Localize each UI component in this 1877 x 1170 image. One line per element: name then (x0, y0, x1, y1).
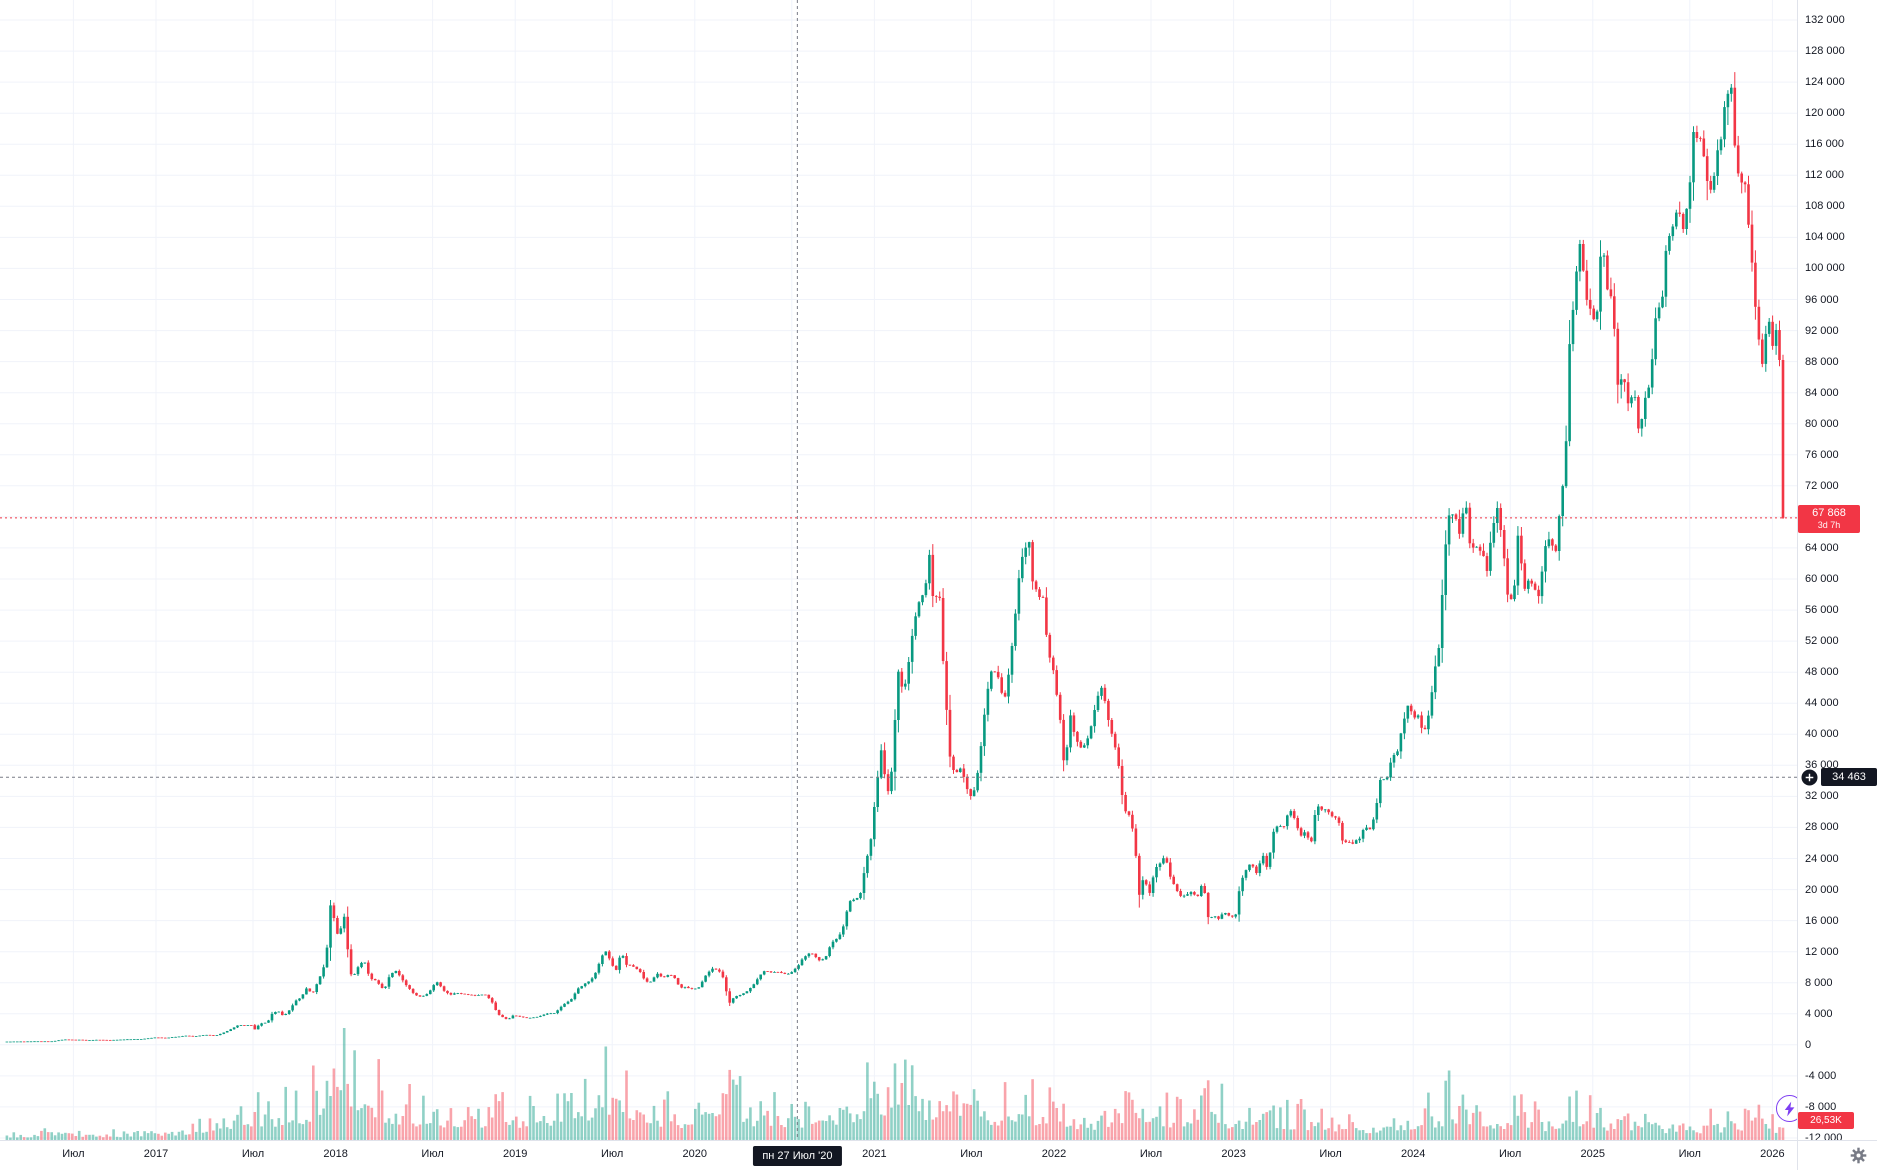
time-tick-label: Июл (421, 1148, 444, 1160)
time-tick-label: Июл (1499, 1148, 1522, 1160)
candle-bodies-down (22, 87, 1785, 1043)
price-tick-label: 92 000 (1805, 324, 1839, 337)
price-tick-label: 104 000 (1805, 231, 1845, 244)
grid-vertical-lines (72, 0, 1773, 1140)
time-tick-label: 2024 (1400, 1148, 1426, 1160)
time-tick-label: 2026 (1760, 1148, 1785, 1160)
price-tick-label: 32 000 (1805, 790, 1839, 803)
price-tick-label: 128 000 (1805, 45, 1845, 58)
price-tick-label: -4 000 (1805, 1069, 1837, 1082)
plus-circle-icon (1801, 769, 1818, 786)
time-tick-label: 2025 (1580, 1148, 1606, 1160)
time-tick-label: Июл (960, 1148, 983, 1160)
price-tick-label: 40 000 (1805, 728, 1839, 741)
crosshair-price-badge: 34 463 (1821, 768, 1877, 787)
price-tick-label: 80 000 (1805, 417, 1839, 430)
price-tick-label: 24 000 (1805, 852, 1839, 865)
lightning-boost-button[interactable] (1776, 1095, 1797, 1122)
time-tick-label: Июл (241, 1148, 265, 1160)
volume-bars-down (22, 1059, 1785, 1140)
time-tick-label: 2021 (862, 1148, 887, 1160)
price-tick-label: 124 000 (1805, 76, 1845, 89)
time-tick-label: Июл (1139, 1148, 1163, 1160)
price-tick-label: 52 000 (1805, 635, 1839, 648)
price-tick-label: 28 000 (1805, 821, 1839, 834)
price-tick-label: 16 000 (1805, 914, 1839, 927)
price-tick-label: 56 000 (1805, 604, 1839, 617)
time-tick-label: 2022 (1041, 1148, 1067, 1160)
lightning-icon (1784, 1101, 1795, 1116)
time-tick-label: 2020 (682, 1148, 708, 1160)
price-axis[interactable]: 132 000 128 000 124 000 120 000 116 000 112 0… (1797, 0, 1877, 1144)
price-tick-label: 120 000 (1805, 107, 1845, 120)
crosshair-time-badge: пн 27 Июл '20 (753, 1146, 842, 1166)
price-tick-label: 72 000 (1805, 479, 1839, 492)
volume-value-badge: 26,53K (1798, 1112, 1854, 1129)
price-tick-label: 4 000 (1805, 1007, 1833, 1020)
price-tick-label: 20 000 (1805, 883, 1839, 896)
price-tick-label: 108 000 (1805, 200, 1845, 213)
time-tick-label: Июл (1678, 1148, 1701, 1160)
price-tick-label: 60 000 (1805, 573, 1839, 585)
price-tick-label: 44 000 (1805, 697, 1839, 710)
add-order-plus-button[interactable] (1801, 769, 1818, 786)
price-tick-label: 12 000 (1805, 945, 1839, 958)
time-tick-label: Июл (1319, 1148, 1342, 1160)
time-tick-label: 2019 (502, 1148, 528, 1160)
time-axis[interactable]: Июл 2017 Июл 2018 Июл 2019 Июл 2020 2021 Июл 2022 И… (0, 1140, 1797, 1170)
time-tick-label: 2017 (143, 1148, 169, 1160)
candle-wicks-up (13, 84, 1777, 1042)
time-tick-label: 2018 (323, 1148, 348, 1160)
price-tick-label: 0 (1805, 1038, 1812, 1051)
candlestick-chart[interactable] (0, 0, 1797, 1140)
grid-horizontal-lines (0, 19, 1797, 1139)
price-tick-label: 112 000 (1805, 169, 1844, 182)
price-tick-label: 64 000 (1805, 541, 1839, 554)
price-tick-label: -8 000 (1805, 1100, 1837, 1113)
bar-countdown: 3d 7h (1817, 519, 1841, 530)
last-price-badge: 67 868 3d 7h (1798, 504, 1860, 533)
price-tick-label: 88 000 (1805, 355, 1839, 368)
price-tick-label: 48 000 (1805, 666, 1839, 679)
candle-bodies-up (5, 87, 1778, 1043)
plot-area[interactable] (0, 0, 1797, 1140)
price-tick-label: 96 000 (1805, 293, 1839, 306)
time-tick-label: 2023 (1221, 1148, 1246, 1160)
time-tick-label: Июл (601, 1148, 624, 1160)
settings-gear-icon[interactable] (1850, 1147, 1867, 1164)
volume-bars-up (5, 1028, 1778, 1140)
price-tick-label: 8 000 (1805, 976, 1833, 989)
axis-settings-corner[interactable] (1797, 1140, 1877, 1170)
time-tick-label: Июл (62, 1148, 85, 1160)
price-tick-label: 116 000 (1805, 138, 1844, 151)
price-tick-label: 84 000 (1805, 386, 1839, 399)
price-tick-label: 76 000 (1805, 448, 1839, 461)
last-price-value: 67 868 (1812, 506, 1846, 519)
price-tick-label: 132 000 (1805, 14, 1845, 26)
price-tick-label: 100 000 (1805, 262, 1845, 275)
